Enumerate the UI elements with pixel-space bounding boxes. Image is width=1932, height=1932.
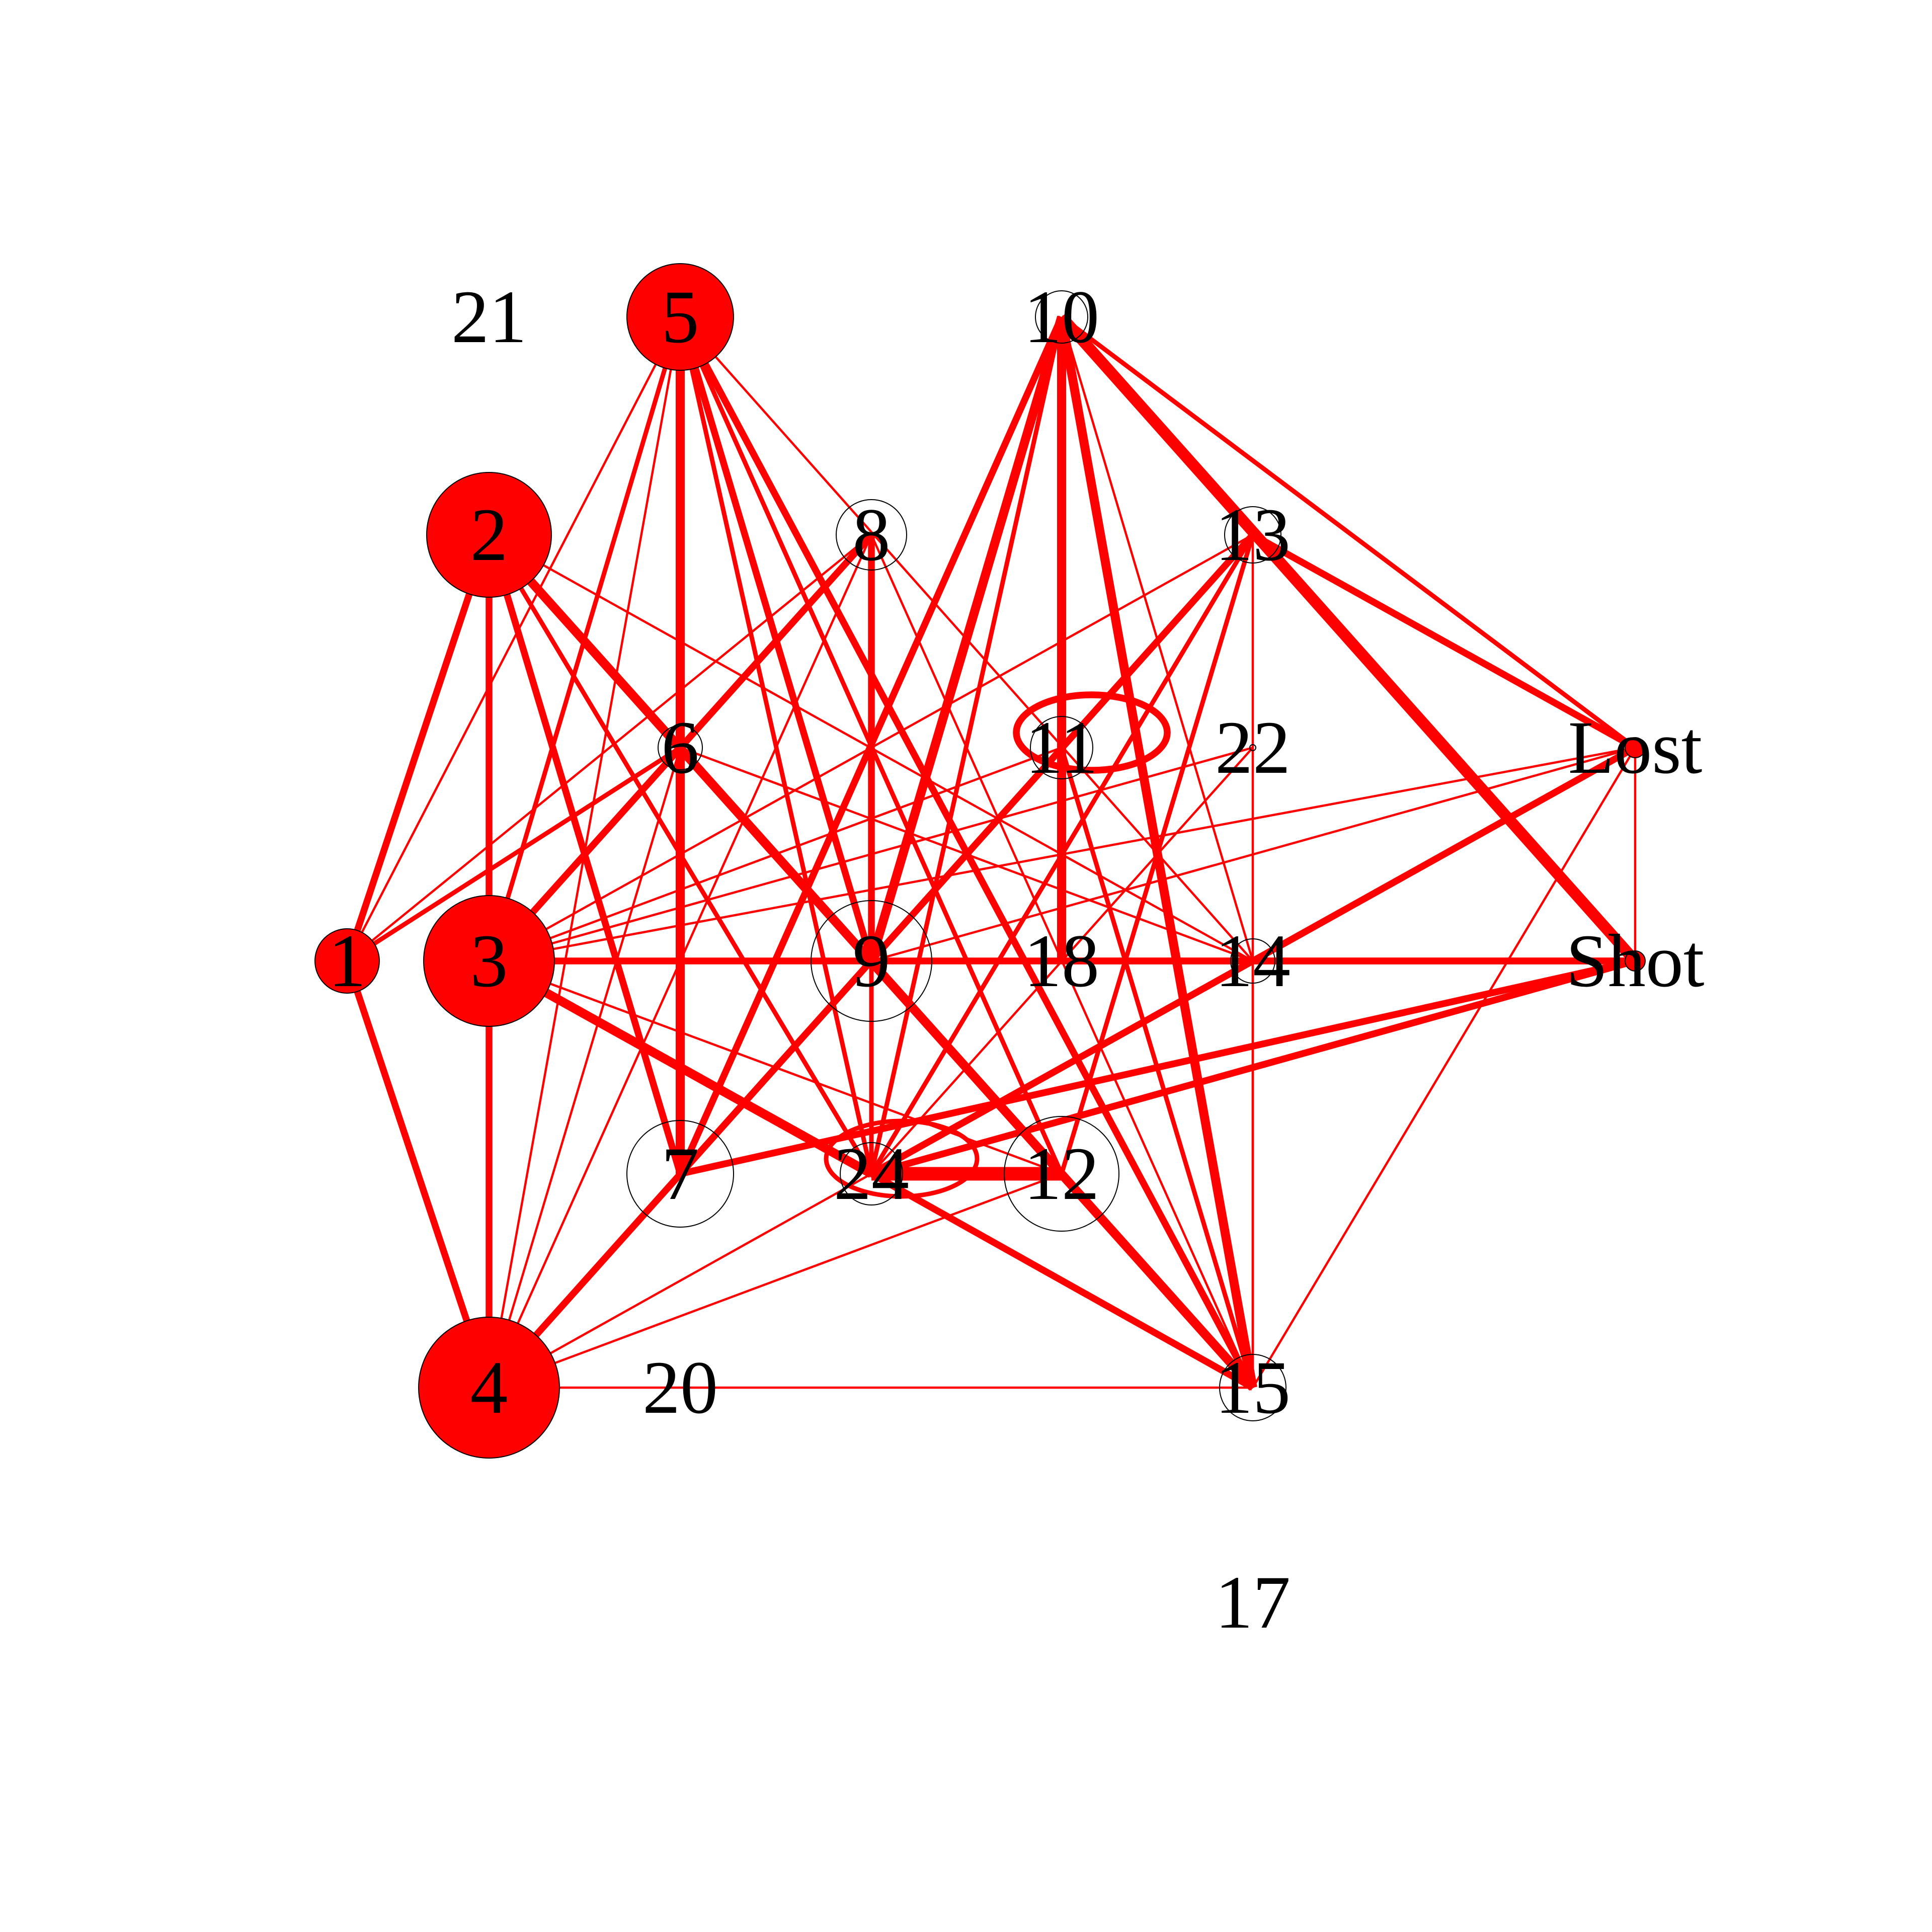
node-2	[426, 472, 552, 598]
node-label-9: 9	[853, 919, 891, 1003]
node-label-2: 2	[470, 493, 508, 577]
edge-Lost-15	[1252, 747, 1636, 1389]
edge-5-24	[678, 316, 874, 1174]
node-label-20: 20	[642, 1346, 718, 1429]
edge-10-14	[1060, 316, 1254, 961]
edge-10-9	[867, 315, 1066, 962]
node-Lost	[1625, 737, 1646, 758]
node-label-4: 4	[470, 1346, 508, 1429]
node-label-18: 18	[1024, 919, 1099, 1003]
edge-13-Lost	[1251, 532, 1637, 751]
edge-10-7	[677, 315, 1065, 1175]
node-22	[1249, 744, 1256, 751]
edge-24-15	[869, 1171, 1255, 1391]
node-7	[626, 1120, 734, 1228]
edge-4-24	[488, 1173, 872, 1389]
node-5	[626, 263, 734, 371]
node-8	[836, 499, 907, 571]
node-label-12: 12	[1024, 1132, 1099, 1216]
node-label-7: 7	[662, 1132, 699, 1216]
edge-10-Lost	[1060, 315, 1637, 750]
node-11	[1030, 716, 1093, 779]
node-label-8: 8	[853, 493, 891, 577]
loop-24	[824, 1118, 980, 1199]
node-Shot	[1625, 950, 1646, 972]
node-label-10: 10	[1024, 275, 1099, 359]
node-9	[811, 900, 932, 1022]
edge-10-24	[869, 316, 1064, 1174]
node-label-6: 6	[662, 706, 699, 789]
node-4	[418, 1317, 560, 1459]
node-label-24: 24	[834, 1132, 909, 1216]
node-label-15: 15	[1215, 1346, 1291, 1429]
node-label-22: 22	[1215, 706, 1291, 789]
node-14	[1230, 938, 1275, 984]
node-3	[423, 895, 555, 1027]
edge-5-9	[677, 316, 875, 962]
node-24	[840, 1142, 903, 1205]
edge-6-1	[346, 746, 682, 963]
loop-11	[1013, 691, 1171, 774]
node-label-1: 1	[329, 919, 366, 1003]
edge-3-5	[487, 316, 683, 962]
edge-1-4	[344, 959, 493, 1389]
edge-13-24	[869, 533, 1255, 1175]
edge-24-Shot	[870, 957, 1636, 1177]
labels-layer: 123456789101112131415171820212224LostSho…	[329, 275, 1705, 1644]
node-label-14: 14	[1215, 919, 1291, 1003]
edge-13-9	[870, 534, 1254, 962]
node-13	[1224, 506, 1281, 564]
node-1	[314, 928, 380, 994]
edge-12-15	[1059, 1171, 1256, 1390]
edge-8-1	[346, 534, 872, 962]
node-label-11: 11	[1025, 706, 1098, 789]
edge-10-Shot	[1057, 313, 1640, 965]
node-label-Lost: Lost	[1568, 706, 1703, 789]
edges-layer	[344, 313, 1640, 1391]
nodes-layer	[314, 263, 1646, 1459]
edge-4-6	[488, 747, 682, 1388]
edge-5-1	[346, 316, 681, 962]
edge-4-12	[489, 1172, 1062, 1389]
node-label-5: 5	[662, 275, 699, 359]
node-10	[1035, 290, 1088, 344]
node-label-21: 21	[451, 275, 527, 359]
node-6	[658, 725, 703, 770]
node-label-3: 3	[470, 919, 508, 1003]
edge-5-15	[677, 315, 1256, 1390]
node-label-17: 17	[1215, 1561, 1291, 1644]
node-12	[1004, 1116, 1119, 1232]
edge-1-2	[344, 533, 493, 962]
node-label-13: 13	[1215, 493, 1291, 577]
edge-4-5	[488, 316, 682, 1388]
node-15	[1219, 1354, 1286, 1421]
node-label-Shot: Shot	[1566, 919, 1704, 1003]
edge-3-11	[489, 746, 1062, 962]
